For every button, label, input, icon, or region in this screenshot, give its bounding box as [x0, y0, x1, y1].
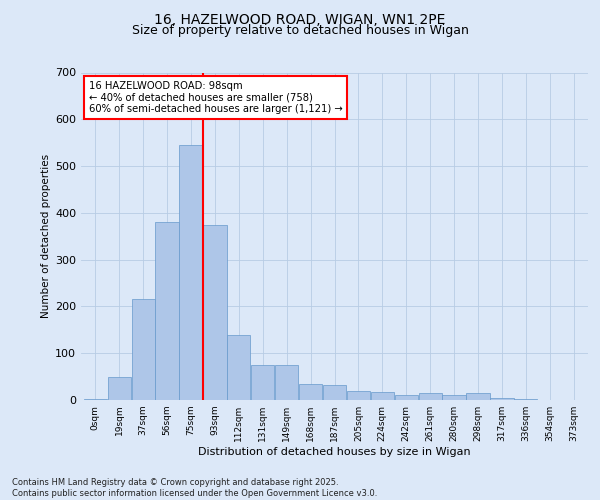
Bar — [107, 376, 131, 400]
Text: Contains HM Land Registry data © Crown copyright and database right 2025.
Contai: Contains HM Land Registry data © Crown c… — [12, 478, 377, 498]
Bar — [395, 396, 418, 400]
Bar — [514, 398, 538, 400]
Bar — [347, 390, 370, 400]
Y-axis label: Number of detached properties: Number of detached properties — [41, 154, 51, 318]
Text: 16 HAZELWOOD ROAD: 98sqm
← 40% of detached houses are smaller (758)
60% of semi-: 16 HAZELWOOD ROAD: 98sqm ← 40% of detach… — [89, 80, 343, 114]
Bar — [299, 384, 322, 400]
Bar — [466, 393, 490, 400]
Bar — [84, 399, 107, 400]
Bar — [179, 145, 203, 400]
Text: Size of property relative to detached houses in Wigan: Size of property relative to detached ho… — [131, 24, 469, 37]
Bar — [442, 396, 466, 400]
Bar — [227, 334, 250, 400]
Text: 16, HAZELWOOD ROAD, WIGAN, WN1 2PE: 16, HAZELWOOD ROAD, WIGAN, WN1 2PE — [154, 12, 446, 26]
Bar — [323, 385, 346, 400]
Bar — [131, 300, 155, 400]
Bar — [275, 365, 298, 400]
Bar — [419, 392, 442, 400]
Bar — [490, 398, 514, 400]
Bar — [155, 222, 179, 400]
Bar — [251, 365, 274, 400]
X-axis label: Distribution of detached houses by size in Wigan: Distribution of detached houses by size … — [198, 447, 471, 457]
Bar — [371, 392, 394, 400]
Bar — [203, 224, 227, 400]
